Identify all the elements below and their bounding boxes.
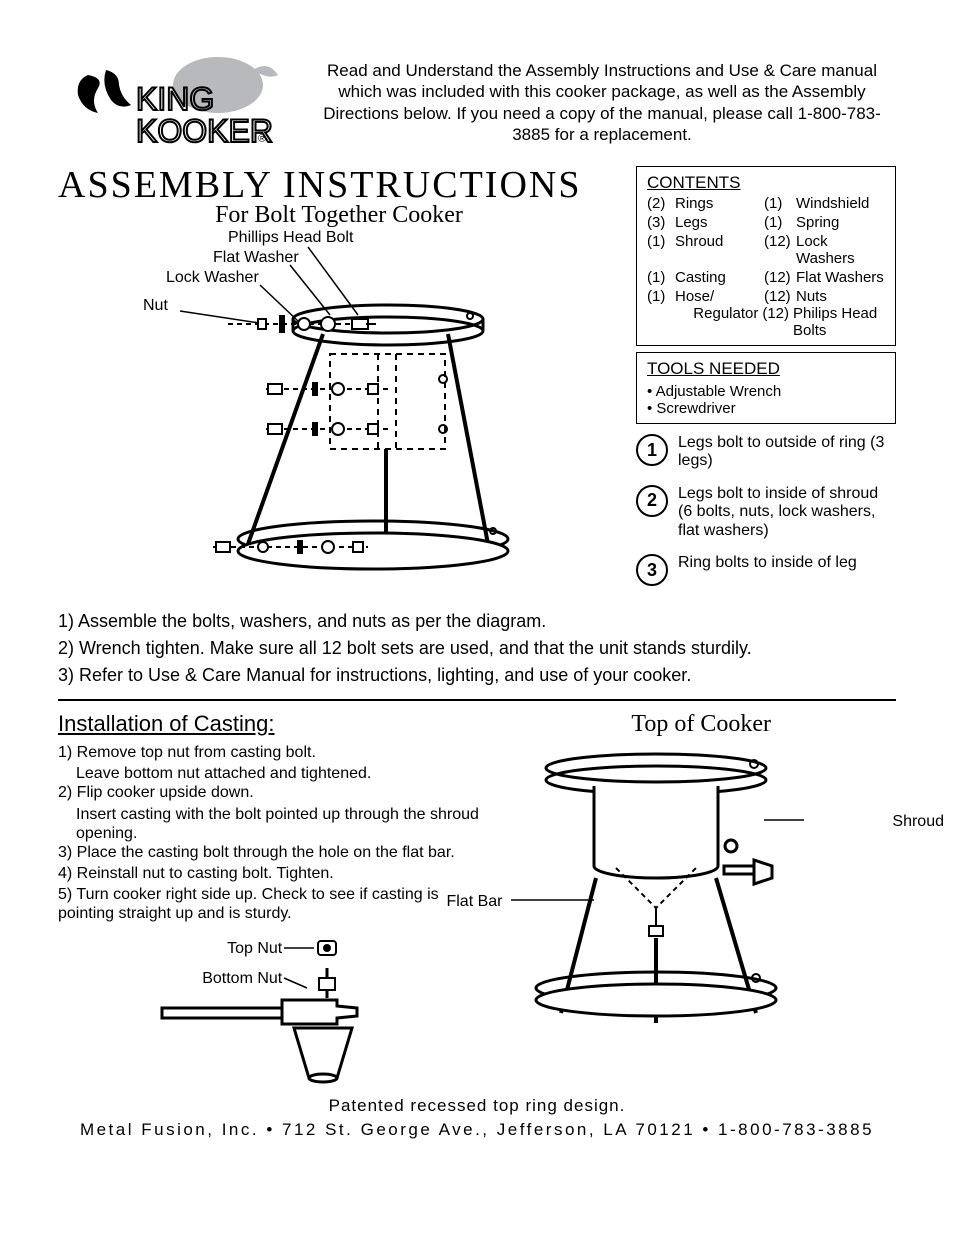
step-text: Legs bolt to outside of ring (3 legs) [678, 434, 896, 471]
c-item: Shroud [675, 233, 764, 267]
page-subtitle: For Bolt Together Cooker [58, 202, 620, 229]
cooker-diagram: Flat Bar Shroud [506, 738, 896, 1038]
tool-item: Adjustable Wrench [647, 383, 885, 400]
tools-box: TOOLS NEEDED Adjustable Wrench Screwdriv… [636, 352, 896, 424]
c-item: Spring [796, 214, 885, 231]
c-item: Nuts [796, 288, 885, 305]
c-qty: (1) [647, 288, 675, 305]
assembly-diagram: Phillips Head Bolt Flat Washer Lock Wash… [58, 229, 620, 599]
bottom-nut-label: Bottom Nut [202, 970, 282, 988]
install-step: 1) Remove top nut from casting bolt. [58, 743, 486, 762]
svg-text:KOOKER: KOOKER [136, 113, 273, 149]
c-qty: (12) [764, 233, 796, 267]
c-qty: (2) [647, 195, 675, 212]
install-step: 3) Place the casting bolt through the ho… [58, 843, 486, 862]
c-item: Flat Washers [796, 269, 885, 286]
c-qty: (3) [647, 214, 675, 231]
assembly-step: 2) Wrench tighten. Make sure all 12 bolt… [58, 635, 896, 662]
registered-mark: ® [258, 133, 266, 145]
c-item: Lock Washers [796, 233, 885, 267]
c-qty: (1) [647, 233, 675, 267]
install-step: 5) Turn cooker right side up. Check to s… [58, 885, 486, 923]
nut-diagram: Top Nut Bottom Nut [142, 938, 402, 1088]
page-title: ASSEMBLY INSTRUCTIONS [58, 166, 620, 204]
divider [58, 699, 896, 701]
c-item: Legs [675, 214, 764, 231]
install-title: Installation of Casting: [58, 711, 486, 737]
step-circle-2: 2 [636, 485, 668, 517]
install-substep: Insert casting with the bolt pointed up … [58, 805, 486, 843]
c-item: Rings [675, 195, 764, 212]
c-qty: (12) [762, 305, 789, 339]
patent-line: Patented recessed top ring design. [58, 1096, 896, 1116]
intro-text: Read and Understand the Assembly Instruc… [308, 50, 896, 145]
assembly-steps: 1) Assemble the bolts, washers, and nuts… [58, 608, 896, 689]
brand-logo: KING KOOKER ® [58, 50, 288, 160]
install-steps: 1) Remove top nut from casting bolt. Lea… [58, 743, 486, 924]
assembly-step: 3) Refer to Use & Care Manual for instru… [58, 662, 896, 689]
c-item: Philips Head Bolts [793, 305, 885, 339]
circle-steps: 1 Legs bolt to outside of ring (3 legs) … [636, 434, 896, 586]
c-qty: (1) [764, 214, 796, 231]
tool-item: Screwdriver [647, 400, 885, 417]
flat-bar-label: Flat Bar [446, 893, 502, 911]
c-qty: (12) [764, 269, 796, 286]
assembly-step: 1) Assemble the bolts, washers, and nuts… [58, 608, 896, 635]
c-item: Windshield [796, 195, 885, 212]
footer-line: Metal Fusion, Inc. • 712 St. George Ave.… [58, 1120, 896, 1140]
step-circle-3: 3 [636, 554, 668, 586]
step-text: Legs bolt to inside of shroud (6 bolts, … [678, 485, 896, 540]
install-step: 4) Reinstall nut to casting bolt. Tighte… [58, 864, 486, 883]
step-circle-1: 1 [636, 434, 668, 466]
c-qty: (12) [764, 288, 796, 305]
c-qty: (1) [647, 269, 675, 286]
top-nut-label: Top Nut [227, 940, 282, 958]
contents-heading: CONTENTS [647, 173, 885, 193]
shroud-label: Shroud [892, 813, 944, 831]
tools-heading: TOOLS NEEDED [647, 359, 885, 379]
c-qty: (1) [764, 195, 796, 212]
c-item: Regulator [693, 305, 758, 339]
contents-box: CONTENTS (2)Rings (1)Windshield (3)Legs … [636, 166, 896, 346]
step-text: Ring bolts to inside of leg [678, 554, 857, 586]
top-of-cooker-label: Top of Cooker [506, 711, 896, 738]
c-item: Casting [675, 269, 764, 286]
c-item: Hose/ [675, 288, 764, 305]
svg-text:KING: KING [136, 81, 214, 117]
install-step: 2) Flip cooker upside down. [58, 783, 486, 802]
install-substep: Leave bottom nut attached and tightened. [58, 764, 486, 783]
